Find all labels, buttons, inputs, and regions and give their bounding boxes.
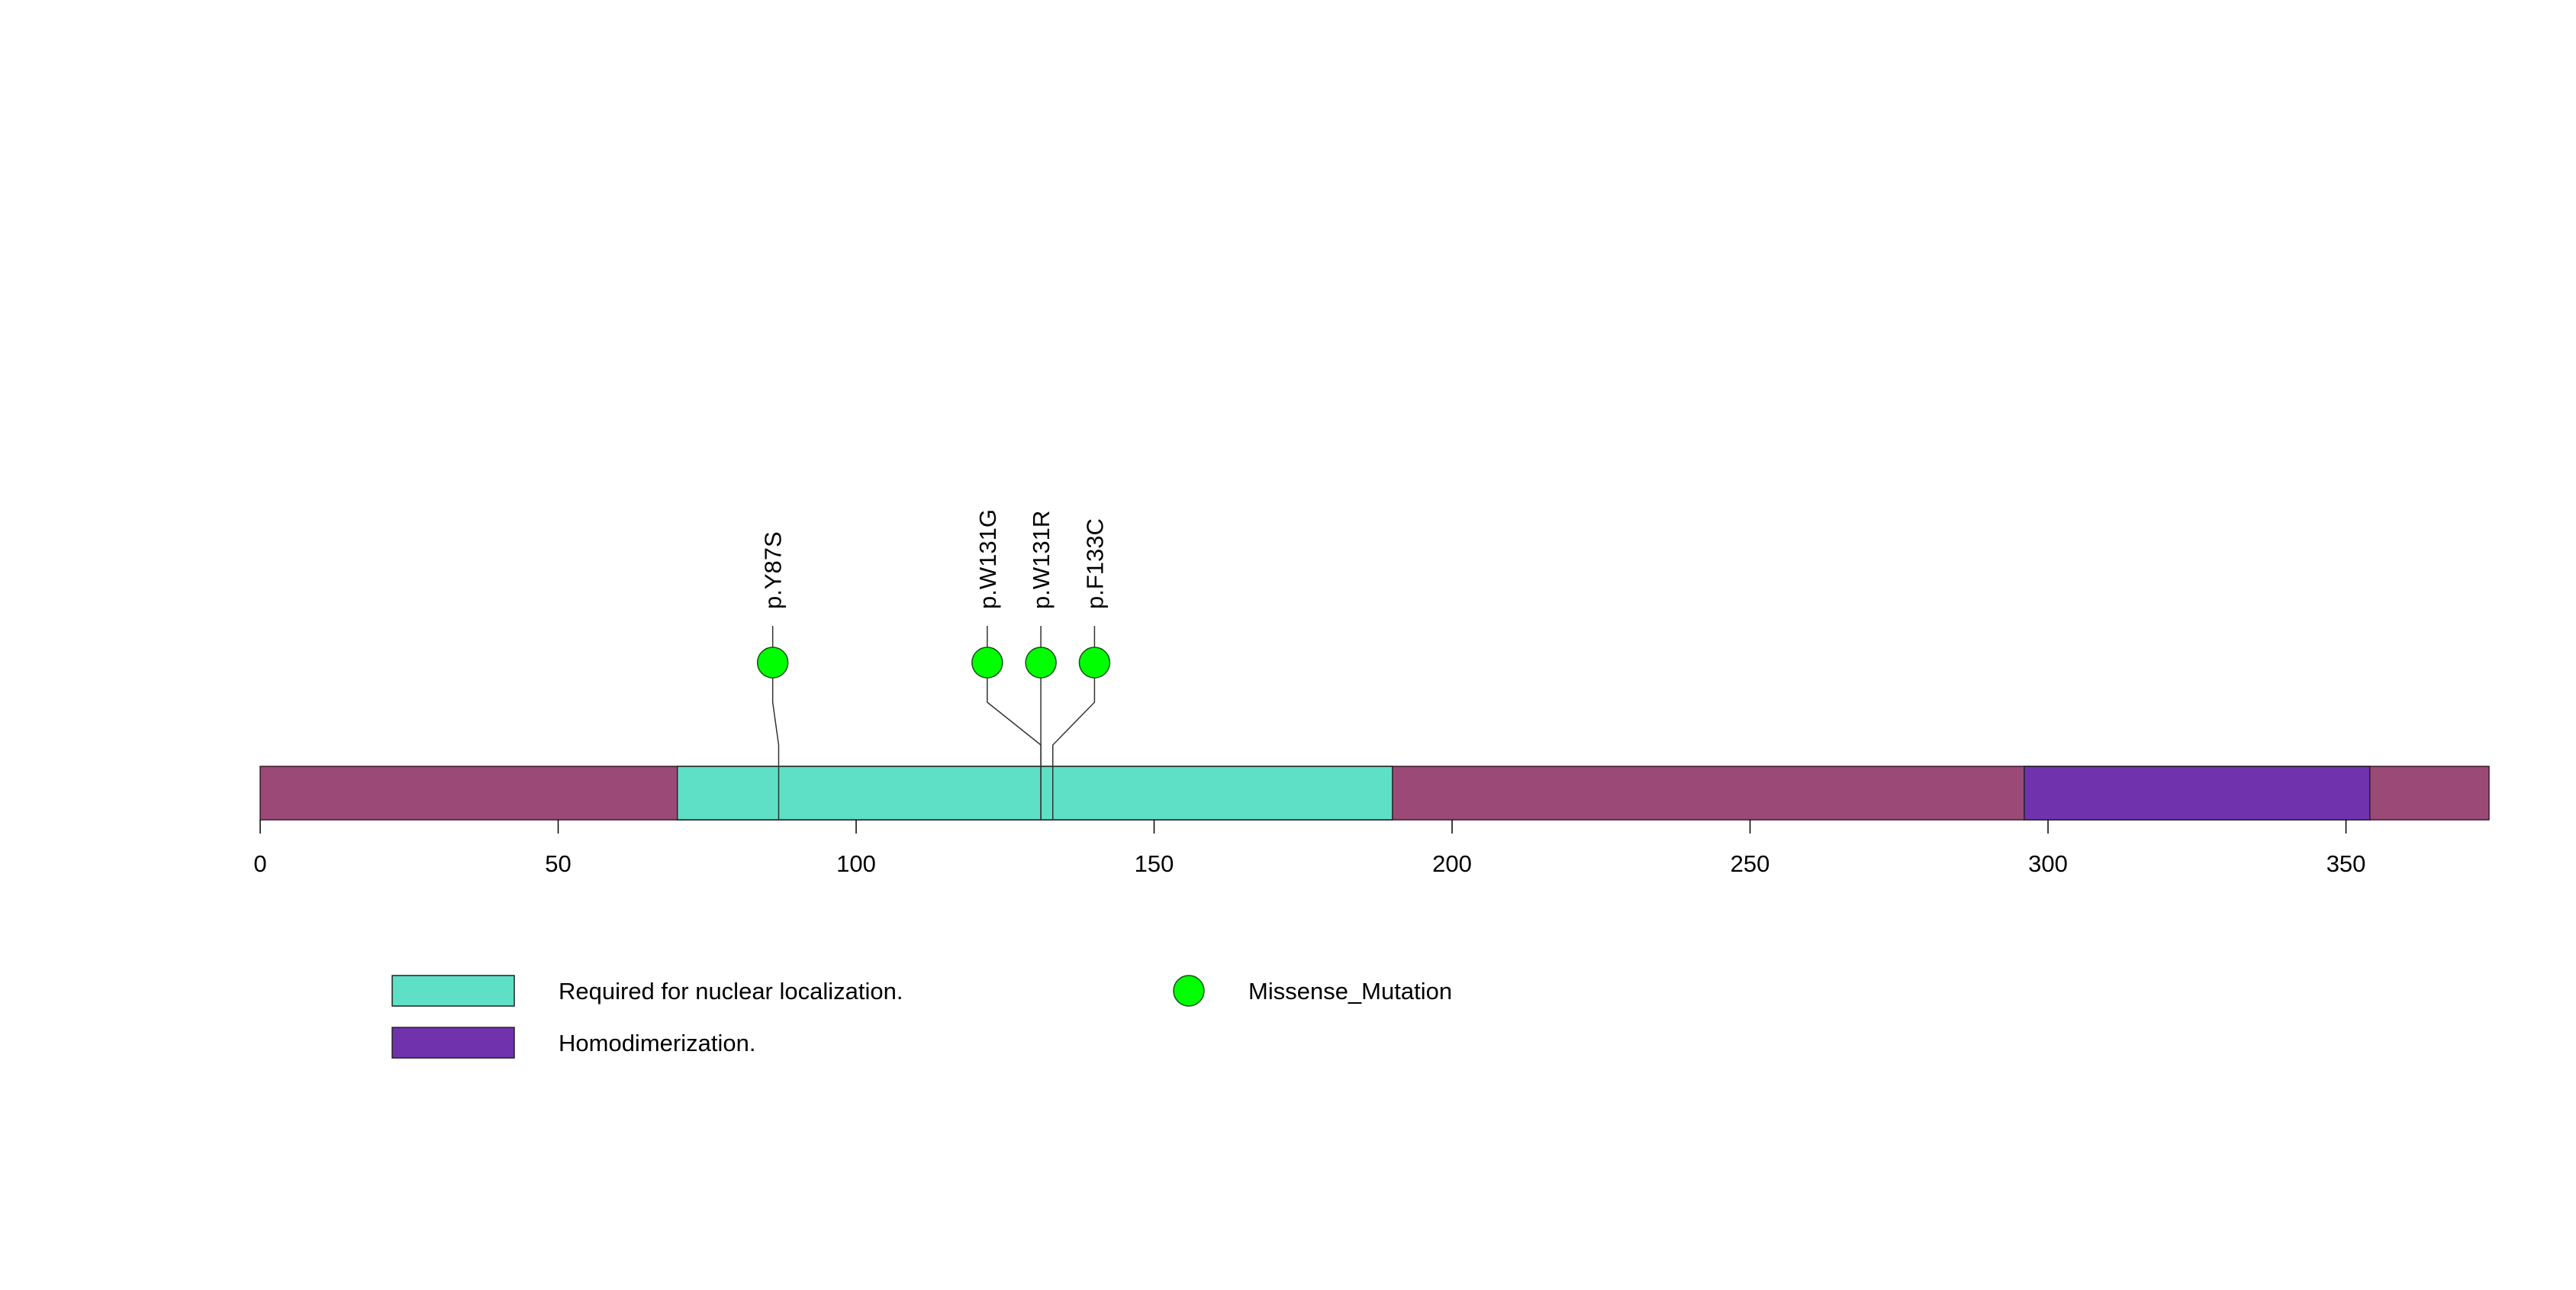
axis-tick-label-200: 200 [1432,850,1472,877]
legend: Required for nuclear localization. Homodi… [391,975,1452,1059]
legend-mutation-icon [1173,975,1205,1007]
legend-label-domain: Homodimerization. [559,1030,755,1056]
axis-tick-label-300: 300 [2028,850,2068,877]
mutation-head-pw131r[interactable] [1025,647,1057,679]
legend-label-mutation-type: Missense_Mutation [1248,978,1452,1005]
mutation-head-py87s[interactable] [756,647,789,679]
axis-tick-label-100: 100 [836,850,876,877]
legend-swatch-homodimerization [391,1027,515,1059]
mutation-head-pw131g[interactable] [971,647,1003,679]
mutation-label: p.Y87S [760,531,787,609]
domain-nuclear-localization [676,766,1393,821]
mutation-markers: p.Y87S p.W131G p.W131R p.F133C [756,509,1111,679]
x-axis: 0 50 100 150 200 250 300 350 [253,820,2365,877]
legend-label-domain: Required for nuclear localization. [559,978,903,1005]
mutation-head-pf133c[interactable] [1078,647,1111,679]
axis-tick-label-150: 150 [1135,850,1174,877]
mutation-stem-0 [771,663,780,820]
axis-tick-label-350: 350 [2326,850,2366,877]
mutation-label: p.W131G [974,509,1001,609]
mutation-stems [771,626,1096,820]
axis-tick-label-0: 0 [253,850,266,877]
axis-tick-label-50: 50 [545,850,571,877]
mutation-label: p.F133C [1081,518,1108,609]
mutation-label: p.W131R [1028,511,1055,609]
mutation-stem-3 [1052,663,1096,820]
axis-tick-label-250: 250 [1731,850,1770,877]
legend-swatch-nuclear-localization [391,975,515,1007]
protein-domains [676,766,2371,821]
domain-homodimerization [2024,766,2371,821]
